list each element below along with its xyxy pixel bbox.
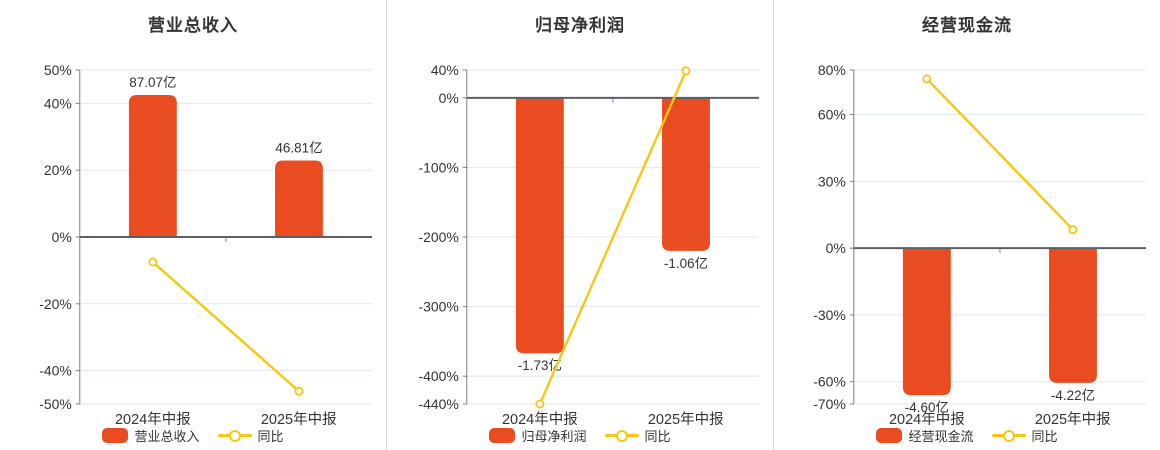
- bar-2024年中报: [128, 95, 177, 237]
- bar-value-label: 46.81亿: [275, 140, 322, 155]
- line-series-marker-icon: [604, 429, 639, 443]
- plot-svg: 50% 40% 20% 0% -20% -40% -50% 87.07亿 46.81亿: [39, 62, 373, 412]
- revenue-plot-area: 50% 40% 20% 0% -20% -40% -50% 87.07亿 46.81亿: [0, 0, 386, 450]
- y-tick-label: 30%: [818, 173, 846, 189]
- legend-label-bar: 营业总收入: [134, 429, 200, 444]
- legend-label-line: 同比: [257, 429, 284, 444]
- y-tick-label: -60%: [813, 374, 846, 390]
- legend-item-bar-series[interactable]: 营业总收入: [102, 426, 200, 445]
- yoy-point-2025年中报: [294, 386, 304, 396]
- legend-label-bar: 归母净利润: [521, 429, 587, 444]
- x-tick-label-2025: 2025年中报: [260, 412, 337, 428]
- chart-legend: 归母净利润 同比: [387, 426, 773, 445]
- y-tick-label: 0%: [439, 90, 459, 106]
- x-tick-label-2025: 2025年中报: [647, 412, 724, 428]
- y-tick-label: -200%: [418, 229, 458, 245]
- x-tick-label-2024: 2024年中报: [888, 412, 965, 428]
- y-tick-label: -70%: [813, 396, 846, 412]
- y-tick-label: 20%: [44, 162, 72, 178]
- bar-value-label: -4.22亿: [1051, 388, 1095, 403]
- line-series-marker-icon: [217, 429, 252, 443]
- yoy-point-2024年中报: [535, 399, 545, 409]
- legend-label-line: 同比: [644, 429, 671, 444]
- y-tick-label: -30%: [813, 307, 846, 323]
- bar-2024年中报: [515, 97, 564, 354]
- y-tick-label: -20%: [39, 296, 72, 312]
- chart-legend: 营业总收入 同比: [0, 426, 386, 445]
- bar-series-swatch-icon: [102, 428, 129, 443]
- net-profit-plot-area: 40% 0% -100% -200% -300% -400% -440% -1.73亿 -1.0…: [387, 0, 773, 450]
- bar-2024年中报: [902, 248, 951, 396]
- chart-title-cash-flow: 经营现金流: [922, 16, 1012, 35]
- legend-label-bar: 经营现金流: [908, 429, 974, 444]
- bar-series-swatch-icon: [489, 428, 516, 443]
- y-tick-label: 80%: [818, 62, 846, 78]
- chart-legend: 经营现金流 同比: [774, 426, 1160, 445]
- y-tick-label: -100%: [418, 159, 458, 175]
- plot-svg: 40% 0% -100% -200% -300% -400% -440% -1.73亿 -1.0…: [418, 62, 760, 412]
- y-tick-label: 60%: [818, 107, 846, 123]
- bar-value-label: -4.60亿: [905, 400, 949, 415]
- chart-panel-revenue: 营业总收入 50% 40% 20% 0% -20% -40% -50% 87.07亿 46.81…: [0, 0, 386, 450]
- legend-item-bar-series[interactable]: 经营现金流: [876, 426, 974, 445]
- y-tick-label: 40%: [44, 95, 72, 111]
- cash-flow-plot-area: 80% 60% 30% 0% -30% -60% -70% -4.60亿 -4.22亿: [774, 0, 1160, 450]
- chart-title-revenue: 营业总收入: [148, 16, 238, 35]
- yoy-point-2024年中报: [148, 257, 158, 267]
- yoy-line: [925, 77, 1075, 231]
- line-series-marker-icon: [991, 429, 1026, 443]
- x-tick-label-2024: 2024年中报: [114, 412, 191, 428]
- y-tick-label: 0%: [52, 229, 72, 245]
- bar-2025年中报: [662, 97, 710, 251]
- legend-item-line-series[interactable]: 同比: [217, 426, 284, 445]
- y-tick-label: -40%: [39, 363, 72, 379]
- yoy-line: [151, 260, 301, 393]
- plot-svg: 80% 60% 30% 0% -30% -60% -70% -4.60亿 -4.22亿: [813, 62, 1147, 415]
- bar-value-label: 87.07亿: [129, 75, 176, 90]
- bar-2025年中报: [1049, 248, 1097, 383]
- legend-item-line-series[interactable]: 同比: [991, 426, 1058, 445]
- y-tick-label: -50%: [39, 396, 72, 412]
- y-tick-label: 0%: [826, 240, 846, 256]
- yoy-line: [538, 69, 688, 406]
- yoy-point-2025年中报: [1068, 225, 1078, 235]
- chart-panel-net-profit: 归母净利润 40% 0% -100% -200% -300% -400% -440% -1.7…: [386, 0, 773, 450]
- bar-value-label: -1.73亿: [518, 358, 562, 373]
- y-tick-label: 40%: [431, 62, 459, 78]
- bar-2025年中报: [275, 160, 323, 237]
- legend-item-bar-series[interactable]: 归母净利润: [489, 426, 587, 445]
- x-tick-label-2024: 2024年中报: [501, 412, 578, 428]
- bar-series-swatch-icon: [876, 428, 903, 443]
- chart-title-net-profit: 归母净利润: [535, 16, 625, 35]
- yoy-point-2025年中报: [681, 66, 691, 76]
- y-tick-label: -300%: [418, 299, 458, 315]
- x-tick-label-2025: 2025年中报: [1034, 412, 1111, 428]
- bar-value-label: -1.06亿: [664, 256, 708, 271]
- yoy-point-2024年中报: [922, 74, 932, 84]
- y-tick-label: -400%: [418, 368, 458, 384]
- chart-panel-cash-flow: 经营现金流 80% 60% 30% 0% -30% -60% -70% -4.60亿 -4.22…: [773, 0, 1160, 450]
- legend-item-line-series[interactable]: 同比: [604, 426, 671, 445]
- y-tick-label: 50%: [44, 62, 72, 78]
- legend-label-line: 同比: [1031, 429, 1058, 444]
- y-tick-label: -440%: [418, 396, 458, 412]
